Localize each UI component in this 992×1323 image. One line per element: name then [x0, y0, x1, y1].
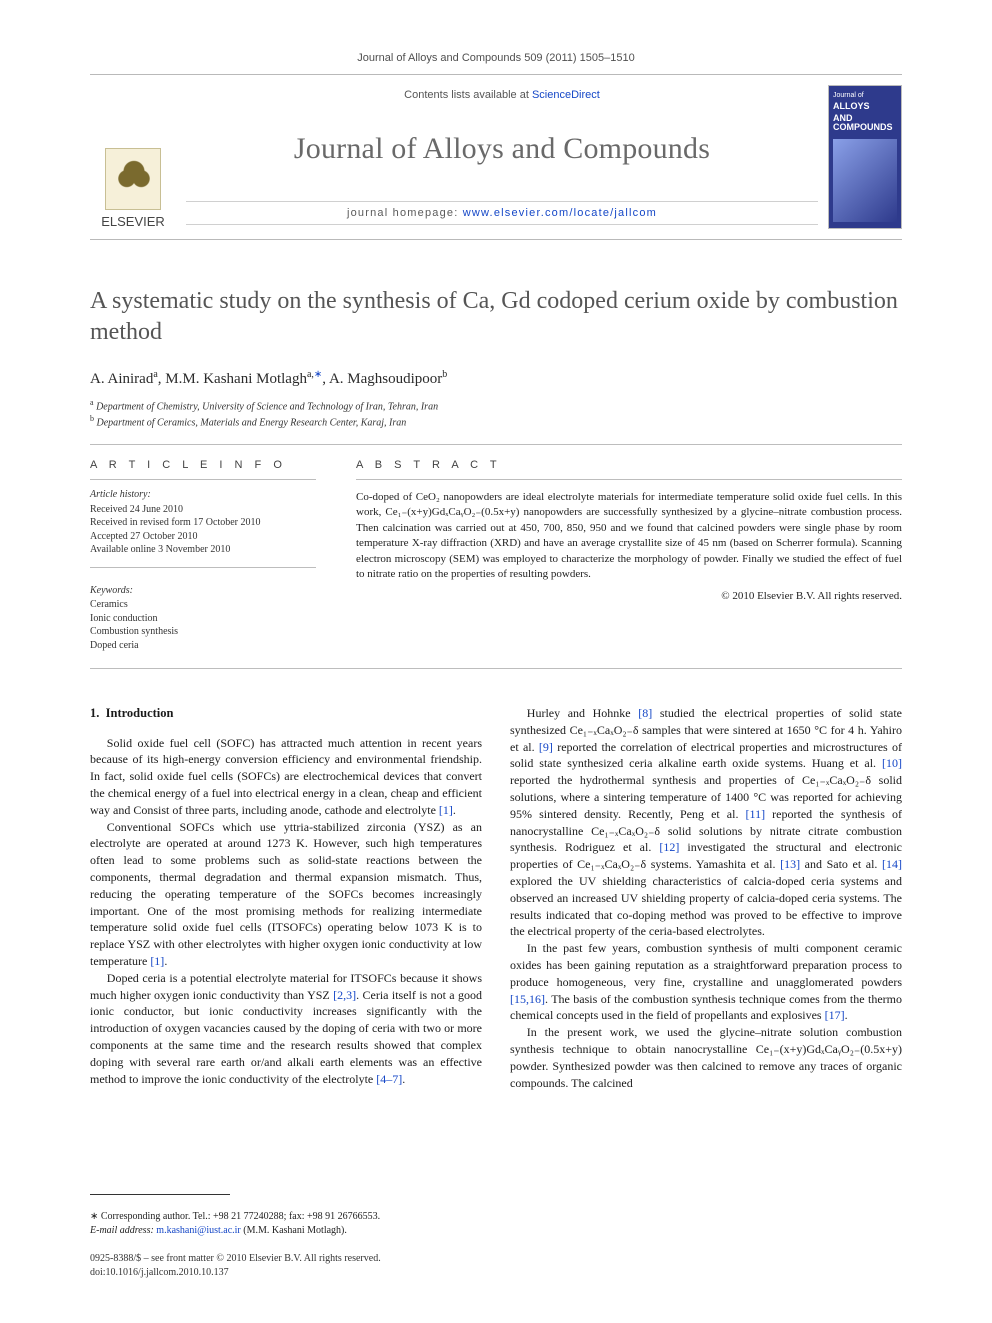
- abstract-copyright: © 2010 Elsevier B.V. All rights reserved…: [356, 590, 902, 602]
- journal-cover-thumb: Journal of ALLOYS AND COMPOUNDS: [828, 85, 902, 229]
- corr-author-line: ∗ Corresponding author. Tel.: +98 21 772…: [90, 1210, 480, 1224]
- cover-line-1: Journal of: [833, 92, 897, 100]
- history-heading: Article history:: [90, 488, 316, 502]
- ref-link[interactable]: [1]: [439, 803, 453, 817]
- ref-link[interactable]: [4–7]: [376, 1072, 402, 1086]
- homepage-url[interactable]: www.elsevier.com/locate/jallcom: [463, 207, 657, 219]
- author-list: A. Ainirada, M.M. Kashani Motlagha,∗, A.…: [90, 369, 902, 388]
- corr-email-line: E-mail address: m.kashani@iust.ac.ir (M.…: [90, 1224, 480, 1238]
- keyword: Doped ceria: [90, 639, 316, 653]
- doi-line: doi:10.1016/j.jallcom.2010.10.137: [90, 1266, 381, 1280]
- ref-link[interactable]: [15,16]: [510, 992, 545, 1006]
- ref-link[interactable]: [13]: [780, 857, 800, 871]
- ref-link[interactable]: [17]: [825, 1008, 845, 1022]
- paragraph: In the past few years, combustion synthe…: [510, 940, 902, 1024]
- footnote-rule: [90, 1194, 230, 1195]
- article-info: A R T I C L E I N F O Article history: R…: [90, 459, 316, 652]
- history-revised: Received in revised form 17 October 2010: [90, 516, 316, 530]
- elsevier-tree-icon: [105, 148, 161, 210]
- paragraph: In the present work, we used the glycine…: [510, 1024, 902, 1091]
- cover-line-2: ALLOYS: [833, 102, 897, 112]
- publisher-logo: ELSEVIER: [90, 85, 176, 229]
- paragraph: Solid oxide fuel cell (SOFC) has attract…: [90, 735, 482, 819]
- email-link[interactable]: m.kashani@iust.ac.ir: [156, 1225, 240, 1236]
- issn-line: 0925-8388/$ – see front matter © 2010 El…: [90, 1252, 381, 1266]
- paragraph: Conventional SOFCs which use yttria-stab…: [90, 819, 482, 970]
- section-heading: 1. Introduction: [90, 705, 482, 723]
- abstract-text: Co-doped of CeO₂ nanopowders are ideal e…: [356, 490, 902, 582]
- sciencedirect-link[interactable]: ScienceDirect: [532, 89, 600, 101]
- keyword: Combustion synthesis: [90, 625, 316, 639]
- affiliations: a Department of Chemistry, University of…: [90, 398, 902, 430]
- keywords-heading: Keywords:: [90, 584, 316, 598]
- history-accepted: Accepted 27 October 2010: [90, 530, 316, 544]
- article-title: A systematic study on the synthesis of C…: [90, 286, 902, 347]
- contents-available: Contents lists available at ScienceDirec…: [404, 89, 600, 101]
- ref-link[interactable]: [10]: [882, 756, 902, 770]
- corresponding-author-footnote: ∗ Corresponding author. Tel.: +98 21 772…: [90, 1210, 480, 1237]
- running-head: Journal of Alloys and Compounds 509 (201…: [90, 52, 902, 64]
- ref-link[interactable]: [14]: [882, 857, 902, 871]
- homepage-label: journal homepage:: [347, 207, 463, 219]
- ref-link[interactable]: [11]: [746, 807, 766, 821]
- rule-below-abstract: [90, 668, 902, 669]
- cover-art-icon: [833, 139, 897, 222]
- ref-link[interactable]: [12]: [659, 840, 679, 854]
- publisher-name: ELSEVIER: [101, 214, 165, 229]
- abstract: A B S T R A C T Co-doped of CeO₂ nanopow…: [356, 459, 902, 652]
- keyword: Ionic conduction: [90, 612, 316, 626]
- abstract-heading: A B S T R A C T: [356, 459, 902, 471]
- keyword: Ceramics: [90, 598, 316, 612]
- masthead: ELSEVIER Contents lists available at Sci…: [90, 74, 902, 240]
- affiliation-b: b Department of Ceramics, Materials and …: [90, 414, 902, 430]
- journal-title: Journal of Alloys and Compounds: [294, 132, 710, 166]
- paragraph: Doped ceria is a potential electrolyte m…: [90, 970, 482, 1088]
- history-online: Available online 3 November 2010: [90, 543, 316, 557]
- article-info-heading: A R T I C L E I N F O: [90, 459, 316, 471]
- paragraph: Hurley and Hohnke [8] studied the electr…: [510, 705, 902, 940]
- ref-link[interactable]: [8]: [638, 706, 652, 720]
- affiliation-a: a Department of Chemistry, University of…: [90, 398, 902, 414]
- body-text: 1. Introduction Solid oxide fuel cell (S…: [90, 705, 902, 1091]
- homepage-bar: journal homepage: www.elsevier.com/locat…: [186, 201, 818, 225]
- ref-link[interactable]: [2,3]: [333, 988, 356, 1002]
- front-matter-copyright: 0925-8388/$ – see front matter © 2010 El…: [90, 1252, 381, 1279]
- ref-link[interactable]: [1]: [150, 954, 164, 968]
- rule-above-info: [90, 444, 902, 445]
- contents-prefix: Contents lists available at: [404, 89, 532, 101]
- cover-line-3: AND COMPOUNDS: [833, 114, 897, 134]
- history-received: Received 24 June 2010: [90, 503, 316, 517]
- ref-link[interactable]: [9]: [539, 740, 553, 754]
